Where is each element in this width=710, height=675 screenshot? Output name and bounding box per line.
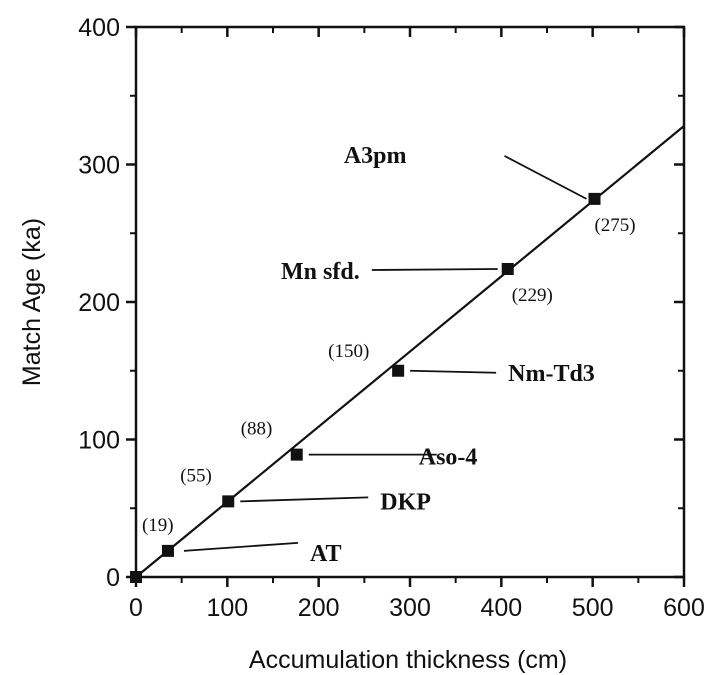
x-tick-label: 100 <box>206 594 248 622</box>
point-leader-line <box>371 268 498 271</box>
point-name-label: AT <box>310 541 342 567</box>
y-tick-label: 300 <box>78 152 120 180</box>
point-leader-line <box>410 369 497 374</box>
point-value-label: (19) <box>142 515 174 536</box>
point-value-label: (55) <box>180 465 212 486</box>
data-point <box>588 192 601 205</box>
x-axis-title: Accumulation thickness (cm) <box>249 646 567 674</box>
x-tick-label: 200 <box>298 594 340 622</box>
x-tick-label: 600 <box>663 594 705 622</box>
y-tick-label: 0 <box>106 564 120 592</box>
x-tick-label: 500 <box>572 594 614 622</box>
data-point <box>392 364 405 377</box>
point-name-label: Nm-Td3 <box>508 361 595 387</box>
point-name-label: DKP <box>380 489 431 515</box>
y-tick-label: 400 <box>78 14 120 42</box>
x-tick-label: 400 <box>480 594 522 622</box>
point-name-label: Mn sfd. <box>281 259 360 285</box>
data-point <box>290 448 303 461</box>
y-tick-label: 200 <box>78 289 120 317</box>
x-tick-label: 0 <box>129 594 143 622</box>
x-tick-label: 300 <box>389 594 431 622</box>
y-axis-title: Match Age (ka) <box>18 218 46 386</box>
point-value-label: (275) <box>594 215 635 236</box>
point-leader-line <box>504 155 587 200</box>
data-point <box>222 495 235 508</box>
point-leader-line <box>183 541 299 552</box>
point-leader-line <box>240 496 369 503</box>
data-point <box>130 571 142 583</box>
point-value-label: (88) <box>241 419 273 440</box>
data-point <box>161 544 174 557</box>
data-point <box>501 263 514 275</box>
y-tick-label: 100 <box>78 427 120 455</box>
point-value-label: (229) <box>512 285 553 306</box>
point-name-label: A3pm <box>344 143 407 169</box>
point-value-label: (150) <box>328 341 369 362</box>
point-name-label: Aso-4 <box>419 445 478 471</box>
